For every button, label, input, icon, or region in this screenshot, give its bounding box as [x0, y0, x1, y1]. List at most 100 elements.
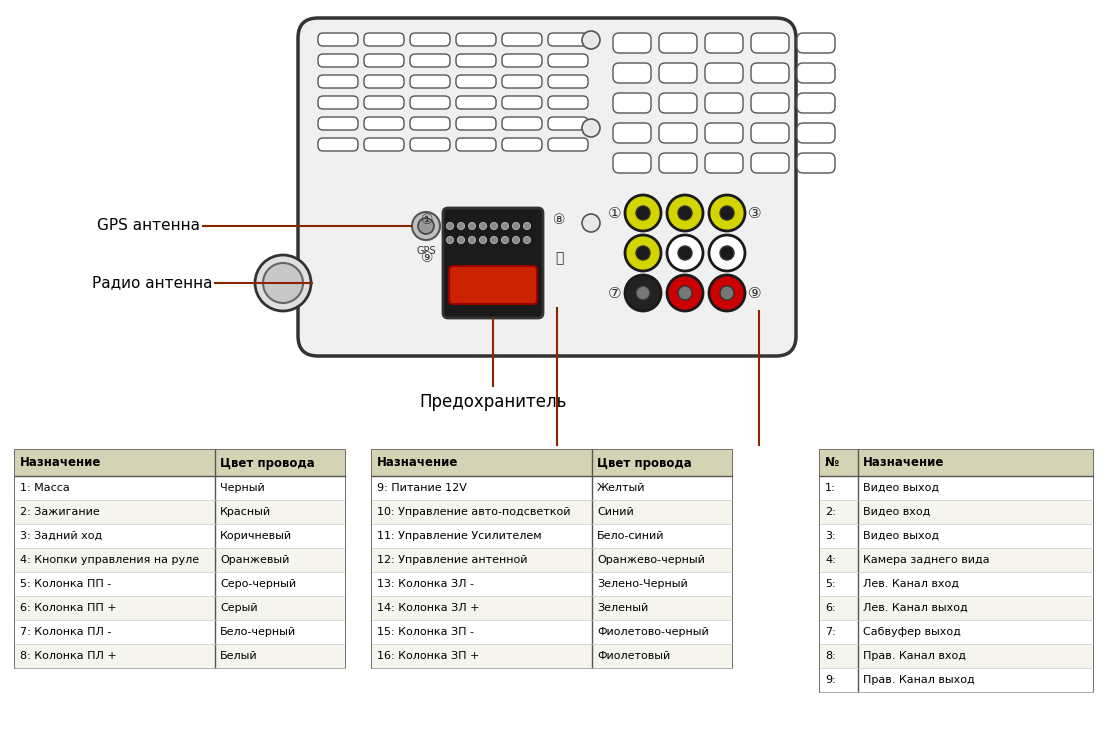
Text: Белый: Белый [220, 651, 258, 661]
FancyBboxPatch shape [705, 153, 743, 173]
Text: 7: Колонка ПЛ -: 7: Колонка ПЛ - [20, 627, 112, 637]
Bar [15, 596, 345, 620]
Circle shape [582, 214, 600, 232]
FancyBboxPatch shape [659, 153, 697, 173]
Bar [15, 450, 345, 476]
FancyBboxPatch shape [613, 153, 651, 173]
Bar [15, 620, 345, 644]
Text: Желтый: Желтый [597, 483, 645, 493]
Circle shape [668, 275, 703, 311]
Circle shape [490, 222, 497, 230]
FancyBboxPatch shape [456, 96, 496, 109]
Circle shape [625, 235, 661, 271]
Bar [820, 524, 1093, 548]
FancyBboxPatch shape [410, 33, 451, 46]
Text: ①: ① [608, 205, 622, 221]
Bar [372, 476, 732, 500]
FancyBboxPatch shape [364, 33, 404, 46]
Circle shape [708, 195, 745, 231]
Text: GPS: GPS [416, 246, 436, 256]
FancyBboxPatch shape [751, 93, 789, 113]
FancyBboxPatch shape [705, 93, 743, 113]
Text: 6:: 6: [825, 603, 836, 613]
Text: Коричневый: Коричневый [220, 531, 292, 541]
Text: Сабвуфер выход: Сабвуфер выход [863, 627, 961, 637]
Text: 4:: 4: [825, 555, 836, 565]
FancyBboxPatch shape [659, 123, 697, 143]
FancyBboxPatch shape [613, 33, 651, 53]
Circle shape [708, 275, 745, 311]
FancyBboxPatch shape [797, 93, 835, 113]
Bar [372, 500, 732, 524]
Circle shape [708, 235, 745, 271]
Bar [820, 644, 1093, 668]
Circle shape [668, 235, 703, 271]
Bar [820, 668, 1093, 692]
Bar [372, 644, 732, 668]
Text: Оранжево-черный: Оранжево-черный [597, 555, 705, 565]
Text: Серый: Серый [220, 603, 258, 613]
Circle shape [582, 119, 600, 137]
Circle shape [720, 206, 734, 220]
Circle shape [625, 195, 661, 231]
Text: Лев. Канал вход: Лев. Канал вход [863, 579, 959, 589]
FancyBboxPatch shape [456, 75, 496, 88]
Circle shape [637, 246, 650, 260]
Text: Видео вход: Видео вход [863, 507, 930, 517]
FancyBboxPatch shape [318, 117, 358, 130]
Bar [820, 572, 1093, 596]
Bar [15, 548, 345, 572]
Text: Камера заднего вида: Камера заднего вида [863, 555, 990, 565]
Circle shape [524, 222, 530, 230]
FancyBboxPatch shape [548, 33, 588, 46]
FancyBboxPatch shape [751, 123, 789, 143]
FancyBboxPatch shape [797, 153, 835, 173]
Bar [15, 500, 345, 524]
Bar [15, 524, 345, 548]
FancyBboxPatch shape [456, 54, 496, 67]
FancyBboxPatch shape [659, 63, 697, 83]
FancyBboxPatch shape [501, 138, 542, 151]
Circle shape [677, 246, 692, 260]
Text: ①: ① [421, 213, 433, 227]
FancyBboxPatch shape [410, 117, 451, 130]
Circle shape [418, 218, 434, 234]
Text: 16: Колонка ЗП +: 16: Колонка ЗП + [377, 651, 479, 661]
Text: ⑧: ⑧ [552, 213, 566, 227]
FancyBboxPatch shape [364, 75, 404, 88]
Text: 5:: 5: [825, 579, 836, 589]
Text: Радио антенна: Радио антенна [92, 276, 213, 290]
Circle shape [524, 236, 530, 244]
Text: Серо-черный: Серо-черный [220, 579, 297, 589]
FancyBboxPatch shape [613, 93, 651, 113]
Bar [372, 450, 732, 668]
Bar [820, 500, 1093, 524]
Circle shape [490, 236, 497, 244]
Circle shape [677, 206, 692, 220]
Circle shape [457, 236, 465, 244]
FancyBboxPatch shape [456, 117, 496, 130]
Text: Назначение: Назначение [20, 456, 102, 470]
Circle shape [255, 255, 311, 311]
Text: 4: Кнопки управления на руле: 4: Кнопки управления на руле [20, 555, 199, 565]
Text: Бело-черный: Бело-черный [220, 627, 297, 637]
Bar [820, 450, 1093, 692]
Text: GPS антенна: GPS антенна [97, 219, 200, 233]
Text: Фиолетовый: Фиолетовый [597, 651, 670, 661]
Circle shape [446, 236, 454, 244]
Text: Бело-синий: Бело-синий [597, 531, 664, 541]
FancyBboxPatch shape [548, 75, 588, 88]
FancyBboxPatch shape [318, 138, 358, 151]
FancyBboxPatch shape [501, 75, 542, 88]
Text: ⑨: ⑨ [748, 285, 762, 301]
Text: Видео выход: Видео выход [863, 531, 939, 541]
Bar [372, 572, 732, 596]
FancyBboxPatch shape [318, 75, 358, 88]
Text: Синий: Синий [597, 507, 633, 517]
Bar [372, 524, 732, 548]
Text: 11: Управление Усилителем: 11: Управление Усилителем [377, 531, 541, 541]
Text: №: № [825, 456, 839, 470]
Circle shape [263, 263, 303, 303]
Bar [15, 476, 345, 500]
Text: 14: Колонка ЗЛ +: 14: Колонка ЗЛ + [377, 603, 479, 613]
